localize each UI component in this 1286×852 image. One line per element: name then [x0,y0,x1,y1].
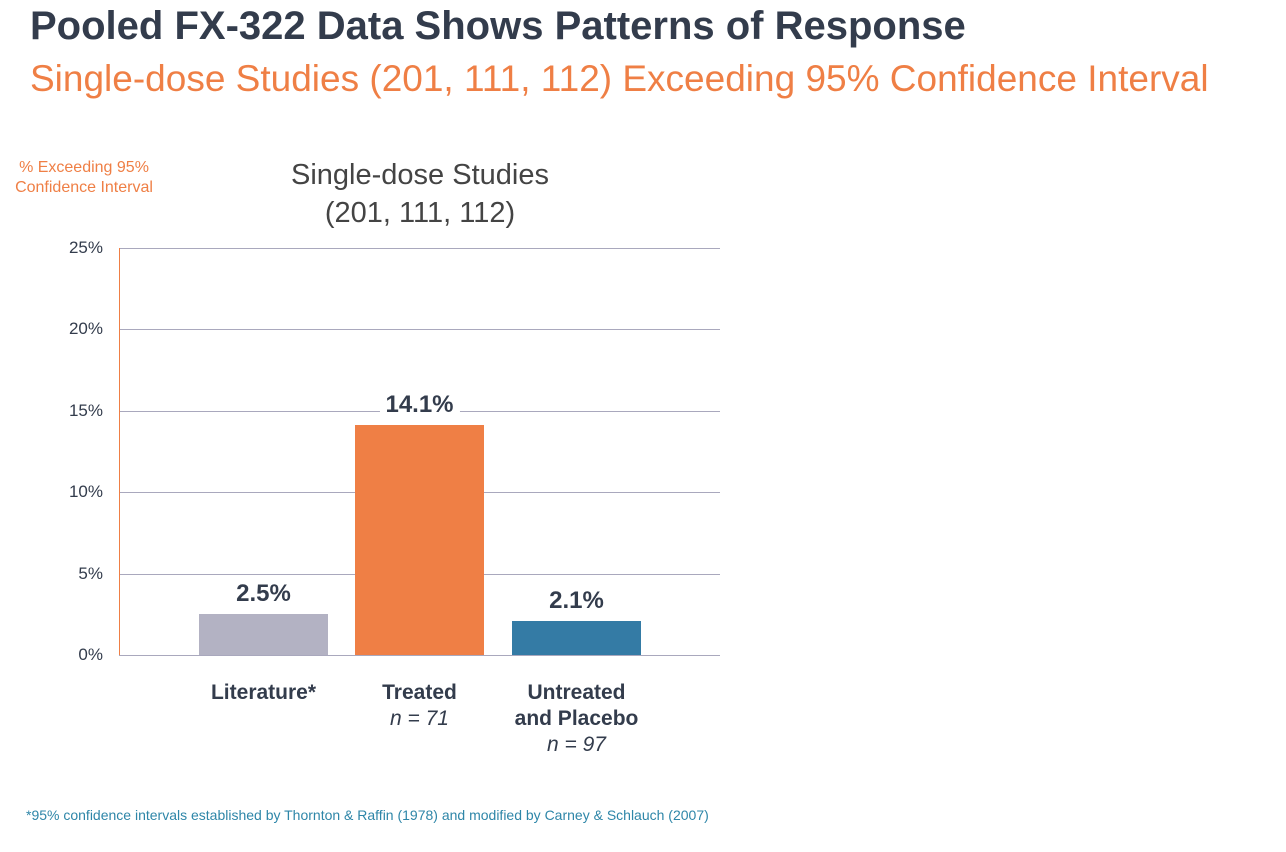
y-tick-label: 10% [68,482,103,502]
chart-title-line1: Single-dose Studies [291,159,549,191]
category-label-line: Treated [382,681,457,704]
page-subtitle: Single-dose Studies (201, 111, 112) Exce… [30,58,1209,99]
y-tick-label: 0% [78,645,103,664]
y-axis-label: % Exceeding 95% Confidence Interval [15,159,153,196]
y-tick-label: 25% [68,238,103,257]
value-label: 2.1% [543,586,610,615]
bar [512,620,641,655]
bar [199,614,328,655]
category-label-line: Untreated [527,681,626,704]
category-label: Untreated and Placebo n = 97 [492,680,662,758]
y-axis-line [119,248,120,655]
category-label-line: and Placebo [514,707,639,730]
category-label: Literature* [179,680,349,706]
n-label: n = 71 [390,707,449,730]
bar [355,425,484,655]
chart-title: Single-dose Studies (201, 111, 112) [270,156,570,232]
value-label: 14.1% [379,391,460,420]
y-tick-label: 15% [68,400,103,420]
chart-title-line2: (201, 111, 112) [324,197,516,229]
category-label: Treated n = 71 [335,680,505,732]
gridline [119,248,720,249]
category-label-line: Literature* [210,681,317,704]
gridline [119,655,720,656]
value-label: 2.5% [230,580,297,609]
page-title: Pooled FX-322 Data Shows Patterns of Res… [30,4,966,48]
y-tick-label: 5% [78,563,103,583]
footnote: *95% confidence intervals established by… [26,807,709,823]
gridline [119,329,720,331]
y-tick-label: 20% [68,319,103,339]
n-label: n = 97 [547,733,606,756]
